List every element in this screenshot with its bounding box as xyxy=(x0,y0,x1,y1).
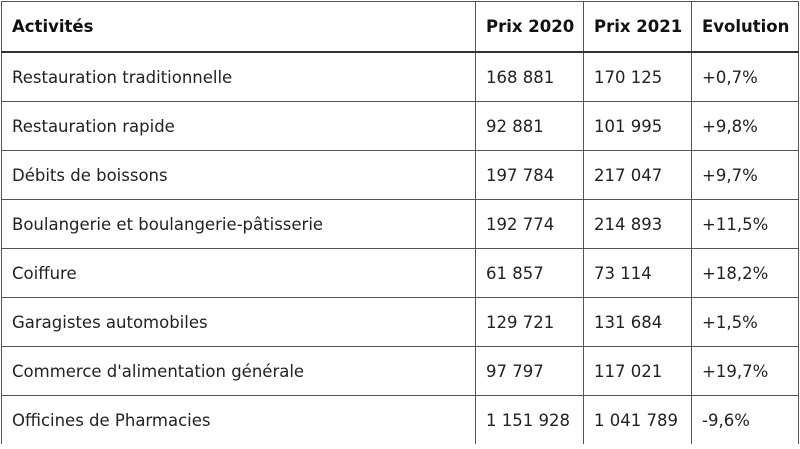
cell-price-2021: 214 893 xyxy=(583,199,692,249)
table-row: Débits de boissons 197 784 217 047 +9,7% xyxy=(1,150,799,200)
cell-price-2021: 73 114 xyxy=(583,248,692,298)
cell-evolution: +9,7% xyxy=(691,150,799,200)
cell-price-2020: 97 797 xyxy=(475,346,584,396)
cell-evolution: +1,5% xyxy=(691,297,799,347)
cell-price-2020: 92 881 xyxy=(475,101,584,151)
cell-evolution: +11,5% xyxy=(691,199,799,249)
cell-evolution: +9,8% xyxy=(691,101,799,151)
cell-price-2021: 131 684 xyxy=(583,297,692,347)
cell-evolution: -9,6% xyxy=(691,395,799,444)
table-header-row: Activités Prix 2020 Prix 2021 Evolution xyxy=(1,1,799,53)
table-row: Boulangerie et boulangerie-pâtisserie 19… xyxy=(1,199,799,249)
cell-activity: Restauration traditionnelle xyxy=(1,51,476,102)
cell-activity: Boulangerie et boulangerie-pâtisserie xyxy=(1,199,476,249)
table-row: Restauration rapide 92 881 101 995 +9,8% xyxy=(1,101,799,151)
cell-evolution: +0,7% xyxy=(691,51,799,102)
cell-price-2021: 117 021 xyxy=(583,346,692,396)
header-prix-2020: Prix 2020 xyxy=(475,1,584,53)
cell-evolution: +18,2% xyxy=(691,248,799,298)
cell-price-2020: 61 857 xyxy=(475,248,584,298)
cell-price-2020: 129 721 xyxy=(475,297,584,347)
cell-price-2020: 168 881 xyxy=(475,51,584,102)
cell-price-2021: 101 995 xyxy=(583,101,692,151)
header-evolution: Evolution xyxy=(691,1,799,53)
cell-activity: Débits de boissons xyxy=(1,150,476,200)
cell-activity: Restauration rapide xyxy=(1,101,476,151)
header-activites: Activités xyxy=(1,1,476,53)
header-prix-2021: Prix 2021 xyxy=(583,1,692,53)
cell-activity: Commerce d'alimentation générale xyxy=(1,346,476,396)
table-row: Commerce d'alimentation générale 97 797 … xyxy=(1,346,799,396)
cell-activity: Officines de Pharmacies xyxy=(1,395,476,444)
cell-price-2021: 217 047 xyxy=(583,150,692,200)
table-row: Restauration traditionnelle 168 881 170 … xyxy=(1,51,799,102)
cell-price-2021: 1 041 789 xyxy=(583,395,692,444)
cell-evolution: +19,7% xyxy=(691,346,799,396)
cell-price-2020: 192 774 xyxy=(475,199,584,249)
cell-activity: Garagistes automobiles xyxy=(1,297,476,347)
cell-activity: Coiffure xyxy=(1,248,476,298)
cell-price-2021: 170 125 xyxy=(583,51,692,102)
table-row: Officines de Pharmacies 1 151 928 1 041 … xyxy=(1,395,799,444)
cell-price-2020: 197 784 xyxy=(475,150,584,200)
table-row: Coiffure 61 857 73 114 +18,2% xyxy=(1,248,799,298)
table-row: Garagistes automobiles 129 721 131 684 +… xyxy=(1,297,799,347)
cell-price-2020: 1 151 928 xyxy=(475,395,584,444)
